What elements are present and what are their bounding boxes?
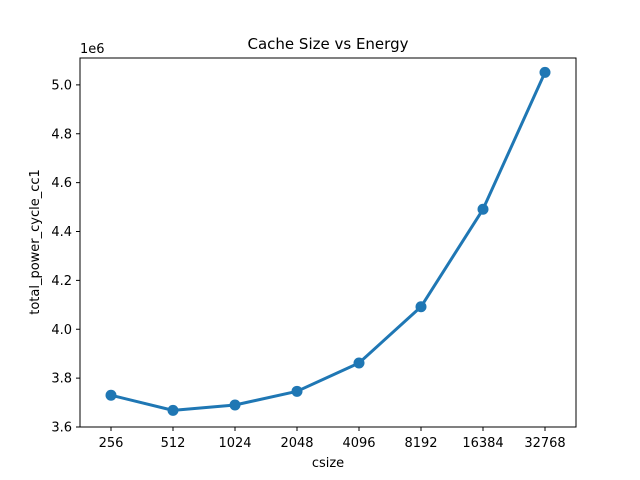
x-axis-ticks: 256 512 1024 2048 4096 8192 16384 32768	[99, 427, 566, 451]
data-point	[477, 203, 489, 215]
y-tick-label: 4.2	[51, 274, 72, 289]
chart-title: Cache Size vs Energy	[248, 35, 409, 53]
y-tick-label: 4.6	[51, 176, 72, 191]
y-tick-label: 4.8	[51, 127, 72, 142]
series-points	[105, 66, 551, 416]
x-tick-label: 256	[99, 436, 124, 451]
y-axis-offset-label: 1e6	[80, 42, 105, 57]
data-point	[167, 404, 179, 416]
x-tick-label: 8192	[404, 436, 437, 451]
y-tick-label: 3.6	[51, 421, 72, 436]
series-polyline	[109, 70, 547, 412]
data-point	[105, 389, 117, 401]
x-tick-label: 1024	[218, 436, 251, 451]
plot-frame	[79, 57, 577, 428]
y-tick-label: 4.0	[51, 323, 72, 338]
x-tick-label: 2048	[280, 436, 313, 451]
x-tick-label: 32768	[524, 436, 565, 451]
x-tick-label: 4096	[342, 436, 375, 451]
x-tick-label: 16384	[462, 436, 503, 451]
data-point	[291, 385, 303, 397]
series-line	[109, 70, 547, 412]
data-point	[353, 357, 365, 369]
y-axis-ticks: 3.6 3.8 4.0 4.2 4.4 4.6 4.8 5.0	[51, 78, 80, 436]
data-point	[229, 399, 241, 411]
y-tick-label: 5.0	[51, 78, 72, 93]
x-axis-label: csize	[312, 456, 344, 471]
data-point	[415, 301, 427, 313]
y-tick-label: 3.8	[51, 372, 72, 387]
x-tick-label: 512	[161, 436, 186, 451]
y-tick-label: 4.4	[51, 225, 72, 240]
data-point	[539, 66, 551, 78]
y-axis-label: total_power_cycle_cc1	[28, 169, 43, 315]
